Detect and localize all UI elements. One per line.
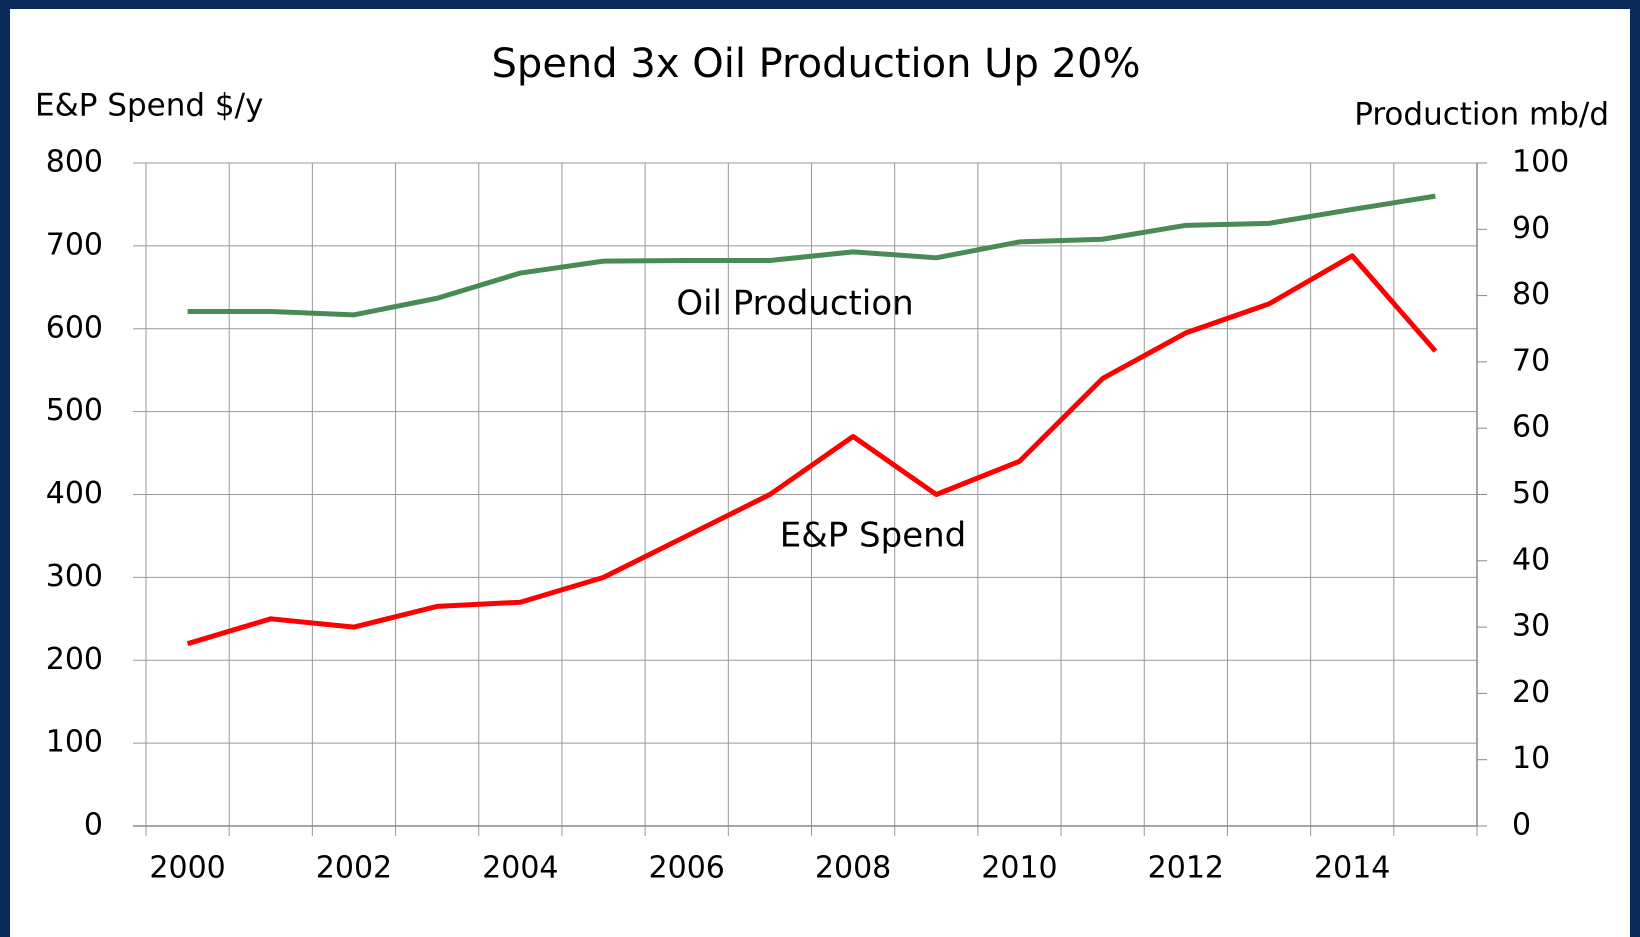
y2-tick-label: 70 (1512, 343, 1550, 378)
x-tick-label: 2014 (1314, 851, 1390, 886)
y2-axis-title: Production mb/d (1354, 97, 1609, 133)
series-annotation: Oil Production (676, 284, 913, 324)
y-tick-label: 500 (46, 393, 103, 428)
y2-tick-label: 20 (1512, 675, 1550, 710)
y-tick-label: 600 (46, 310, 103, 345)
y2-tick-label: 40 (1512, 542, 1550, 577)
y2-tick-label: 0 (1512, 808, 1531, 843)
y-tick-label: 800 (46, 145, 103, 180)
y-tick-label: 200 (46, 642, 103, 677)
y2-tick-label: 30 (1512, 609, 1550, 644)
x-tick-label: 2012 (1148, 851, 1224, 886)
y-tick-label: 400 (46, 476, 103, 511)
y-tick-label: 300 (46, 559, 103, 594)
y2-tick-label: 10 (1512, 741, 1550, 776)
y-tick-label: 100 (46, 725, 103, 760)
x-tick-label: 2008 (815, 851, 891, 886)
y2-tick-label: 80 (1512, 277, 1550, 312)
x-tick-label: 2000 (149, 851, 225, 886)
y-tick-label: 700 (46, 227, 103, 262)
y2-tick-label: 50 (1512, 476, 1550, 511)
panel (10, 9, 1630, 937)
x-tick-label: 2006 (649, 851, 725, 886)
y2-tick-label: 90 (1512, 211, 1550, 246)
y2-tick-label: 60 (1512, 410, 1550, 445)
y-tick-label: 0 (84, 808, 103, 843)
line-series (186, 253, 1438, 647)
x-tick-label: 2002 (316, 851, 392, 886)
x-tick-label: 2004 (482, 851, 558, 886)
series-annotation: E&P Spend (780, 516, 967, 556)
y2-tick-label: 100 (1512, 145, 1569, 180)
x-tick-label: 2010 (981, 851, 1057, 886)
chart-title: Spend 3x Oil Production Up 20% (492, 41, 1141, 87)
line-series (187, 193, 1436, 318)
y-axis-title: E&P Spend $/y (35, 88, 263, 124)
